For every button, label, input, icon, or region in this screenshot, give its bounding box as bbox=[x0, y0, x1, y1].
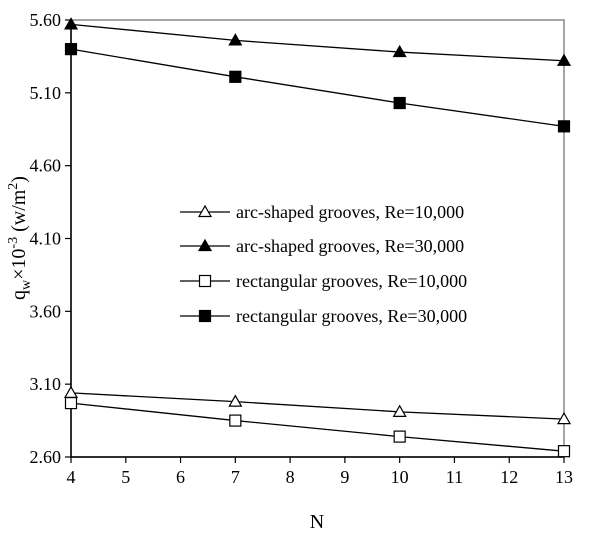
x-tick-label: 11 bbox=[446, 467, 463, 487]
y-axis-title-sup: -3 bbox=[6, 237, 21, 249]
series-line bbox=[70, 23, 565, 62]
legend: arc-shaped grooves, Re=10,000 arc-shaped … bbox=[180, 202, 467, 326]
legend-marker bbox=[198, 274, 212, 288]
x-tick-label: 7 bbox=[231, 467, 240, 487]
series-3 bbox=[64, 397, 571, 458]
y-tick-label: 4.10 bbox=[30, 229, 62, 249]
series-4 bbox=[64, 43, 571, 133]
data-point bbox=[393, 96, 406, 110]
series-2 bbox=[63, 17, 572, 66]
y-tick-label: 3.10 bbox=[30, 374, 62, 394]
legend-marker bbox=[197, 238, 213, 252]
data-point bbox=[229, 414, 242, 427]
x-tick-label: 13 bbox=[555, 467, 573, 487]
legend-item: rectangular grooves, Re=30,000 bbox=[180, 306, 467, 326]
x-tick-label: 9 bbox=[340, 467, 349, 487]
legend-label: rectangular grooves, Re=30,000 bbox=[236, 306, 467, 326]
y-axis-title-sub: w bbox=[19, 279, 34, 290]
x-tick-label: 5 bbox=[121, 467, 130, 487]
x-ticks: 4 5 6 7 8 9 10 11 12 13 bbox=[67, 457, 573, 487]
data-point bbox=[392, 404, 407, 417]
y-ticks: 2.60 3.10 3.60 4.10 4.60 5.10 5.60 bbox=[30, 10, 71, 467]
y-tick-label: 4.60 bbox=[30, 156, 62, 176]
x-tick-label: 6 bbox=[176, 467, 185, 487]
y-axis-title-unit-close: ) bbox=[8, 176, 30, 183]
series-line bbox=[70, 48, 565, 127]
legend-label: arc-shaped grooves, Re=30,000 bbox=[236, 236, 464, 256]
data-point bbox=[556, 53, 572, 66]
series-layer bbox=[63, 17, 572, 458]
y-axis-title-unit-sup: 2 bbox=[6, 183, 21, 190]
data-point bbox=[228, 394, 243, 407]
y-tick-label: 2.60 bbox=[30, 447, 62, 467]
data-point bbox=[557, 120, 571, 133]
data-point bbox=[392, 44, 407, 58]
y-tick-label: 5.10 bbox=[30, 83, 62, 103]
legend-marker bbox=[198, 309, 212, 323]
y-axis-title-mid: ×10 bbox=[8, 249, 30, 280]
series-1 bbox=[63, 385, 572, 425]
series-line bbox=[70, 392, 565, 420]
x-axis-title: N bbox=[310, 511, 324, 533]
y-axis-title-unit-open: (w/m bbox=[8, 189, 30, 237]
legend-label: rectangular grooves, Re=10,000 bbox=[236, 271, 467, 291]
data-point bbox=[64, 43, 78, 56]
y-tick-label: 3.60 bbox=[30, 301, 62, 321]
y-tick-label: 5.60 bbox=[30, 10, 62, 30]
legend-label: arc-shaped grooves, Re=10,000 bbox=[236, 202, 464, 222]
y-axis-title: qw×10-3 (w/m2) bbox=[6, 176, 34, 300]
data-point bbox=[393, 430, 406, 443]
x-tick-label: 8 bbox=[286, 467, 295, 487]
data-point bbox=[64, 397, 78, 410]
data-point bbox=[556, 411, 572, 425]
legend-marker bbox=[197, 204, 213, 218]
data-point bbox=[63, 17, 79, 30]
data-point bbox=[557, 445, 571, 458]
legend-item: rectangular grooves, Re=10,000 bbox=[180, 271, 467, 291]
x-tick-label: 10 bbox=[391, 467, 409, 487]
y-axis-title-base: q bbox=[8, 290, 30, 300]
x-tick-label: 12 bbox=[500, 467, 518, 487]
legend-item: arc-shaped grooves, Re=10,000 bbox=[180, 202, 464, 222]
data-point bbox=[228, 33, 243, 46]
x-tick-label: 4 bbox=[67, 467, 76, 487]
legend-item: arc-shaped grooves, Re=30,000 bbox=[180, 236, 464, 256]
data-point bbox=[229, 70, 242, 83]
series-line bbox=[70, 402, 565, 452]
